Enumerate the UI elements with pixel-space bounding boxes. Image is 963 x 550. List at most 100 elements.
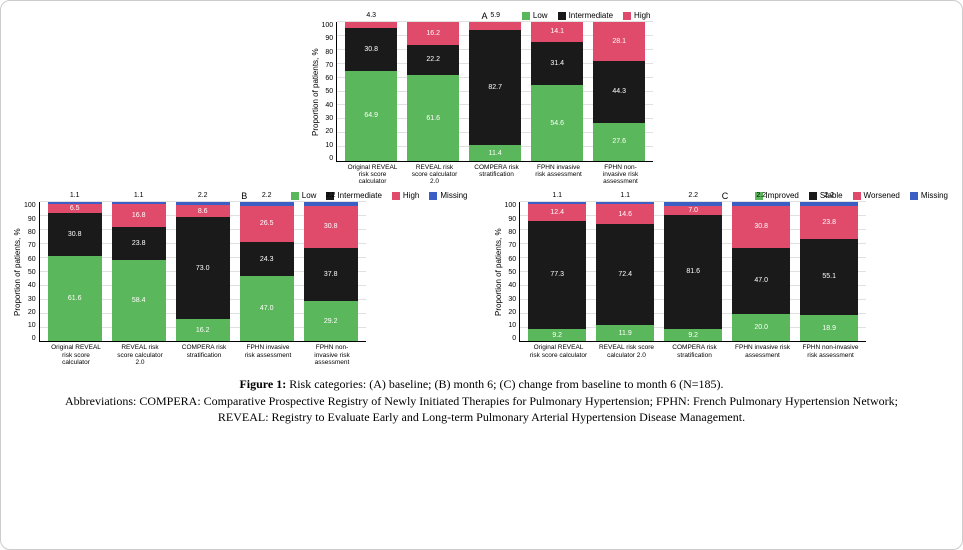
legend-label: High	[634, 11, 650, 20]
bar-column: 2.223.855.118.9	[800, 202, 858, 341]
segment-value-label: 73.0	[196, 265, 210, 272]
x-label: FPHN non-invasive risk assessment	[802, 344, 860, 358]
x-label: Original REVEAL risk score calculator	[49, 344, 103, 365]
segment-value-label: 6.5	[70, 205, 80, 212]
y-tick: 60	[505, 256, 517, 263]
x-label: REVEAL risk score calculator 2.0	[113, 344, 167, 365]
bar-column: 5.982.711.4	[469, 22, 521, 161]
y-tick: 90	[505, 216, 517, 223]
segment-value-label: 30.8	[68, 231, 82, 238]
bar-segment: 30.8	[345, 28, 397, 71]
bar-column: 2.230.837.829.2	[304, 202, 358, 341]
x-label: FPHN non-invasive risk assessment	[305, 344, 359, 365]
plot-area: Proportion of patients, %100908070605040…	[492, 202, 953, 342]
legend-swatch	[291, 192, 299, 200]
legend-swatch	[809, 192, 817, 200]
segment-value-label: 9.2	[552, 332, 562, 339]
legend-item: Missing	[429, 191, 467, 200]
bar-segment: 7.0	[664, 206, 722, 216]
bar-segment: 77.3	[528, 221, 586, 328]
legend-item: Low	[522, 11, 548, 20]
bar-segment: 8.6	[176, 205, 230, 217]
y-tick: 30	[24, 296, 36, 303]
y-tick: 70	[505, 242, 517, 249]
y-tick: 10	[24, 322, 36, 329]
x-label: REVEAL risk score calculator 2.0	[598, 344, 656, 358]
y-tick: 100	[24, 202, 36, 209]
bar-segment: 61.6	[48, 256, 102, 342]
legend-swatch	[910, 192, 918, 200]
segment-value-label: 16.2	[426, 30, 440, 37]
y-tick: 40	[505, 282, 517, 289]
segment-value-label: 54.6	[550, 120, 564, 127]
y-axis-label: Proportion of patients, %	[309, 22, 322, 162]
segment-value-label: 29.2	[324, 318, 338, 325]
panel-a-wrap: ALowIntermediateHighProportion of patien…	[11, 11, 952, 185]
segment-value-label: 4.3	[366, 12, 376, 19]
segment-value-label: 44.3	[612, 88, 626, 95]
y-tick: 60	[322, 75, 334, 82]
x-label: COMPERA risk stratification	[177, 344, 231, 365]
bar-segment: 44.3	[593, 61, 645, 123]
segment-value-label: 61.6	[426, 115, 440, 122]
bar-segment: 30.8	[304, 206, 358, 249]
chart-c: CImprovedStableWorsenedMissingProportion…	[492, 191, 953, 358]
y-tick: 0	[505, 335, 517, 342]
panel-label: B	[241, 191, 247, 201]
segment-value-label: 37.8	[324, 271, 338, 278]
bars-area: 4.330.864.916.222.261.65.982.711.414.131…	[336, 22, 653, 162]
segment-value-label: 1.1	[620, 192, 630, 199]
charts-container: ALowIntermediateHighProportion of patien…	[11, 11, 952, 366]
bar-segment: 81.6	[664, 215, 722, 328]
bar-segment: 61.6	[407, 75, 459, 161]
legend-item: Intermediate	[558, 11, 613, 20]
bar-segment: 58.4	[112, 260, 166, 341]
segment-value-label: 5.9	[490, 12, 500, 19]
segment-value-label: 2.2	[262, 192, 272, 199]
bar-column: 2.27.081.69.2	[664, 202, 722, 341]
segment-value-label: 55.1	[822, 273, 836, 280]
segment-value-label: 24.3	[260, 256, 274, 263]
segment-value-label: 26.5	[260, 220, 274, 227]
segment-value-label: 22.2	[426, 56, 440, 63]
bar-segment: 27.6	[593, 123, 645, 161]
legend-swatch	[522, 12, 530, 20]
segment-value-label: 27.6	[612, 138, 626, 145]
bar-column: 28.1 44.3 27.6	[593, 22, 645, 161]
y-tick: 90	[24, 216, 36, 223]
segment-value-label: 61.6	[68, 295, 82, 302]
bar-segment: 31.4	[531, 42, 583, 86]
y-tick: 20	[322, 128, 334, 135]
bar-segment: 6.5	[48, 204, 102, 213]
bar-segment: 14.1	[531, 22, 583, 42]
legend-item: High	[623, 11, 650, 20]
legend-label: Improved	[766, 191, 799, 200]
segment-value-label: 11.4	[489, 150, 502, 157]
segment-value-label: 20.0	[754, 324, 768, 331]
panel-label: C	[722, 191, 729, 201]
bar-segment: 47.0	[240, 276, 294, 341]
legend-item: High	[392, 191, 419, 200]
bar-segment: 28.1	[593, 22, 645, 61]
x-label: FPHN non-invasive risk assessment	[595, 164, 647, 185]
bar-segment: 18.9	[800, 315, 858, 341]
x-label: COMPERA risk stratification	[471, 164, 523, 185]
bar-segment: 12.4	[528, 204, 586, 221]
bar-segment: 26.5	[240, 206, 294, 243]
bar-segment: 22.2	[407, 45, 459, 76]
bar-segment: 9.2	[664, 329, 722, 342]
segment-value-label: 2.2	[198, 192, 208, 199]
x-label: FPHN invasive risk assessment	[533, 164, 585, 185]
legend-label: Low	[533, 11, 548, 20]
segment-value-label: 16.8	[132, 212, 146, 219]
bars-area: 1.112.477.39.21.114.672.411.92.27.081.69…	[519, 202, 866, 342]
y-tick: 70	[24, 242, 36, 249]
segment-value-label: 64.9	[364, 112, 378, 119]
segment-value-label: 2.2	[688, 192, 698, 199]
x-label: Original REVEAL risk score calculator	[530, 344, 588, 358]
segment-value-label: 14.1	[550, 28, 564, 35]
y-tick: 100	[322, 22, 334, 29]
bar-segment: 16.2	[407, 22, 459, 45]
bar-segment: 54.6	[531, 85, 583, 161]
bar-column: 2.230.847.020.0	[732, 202, 790, 341]
